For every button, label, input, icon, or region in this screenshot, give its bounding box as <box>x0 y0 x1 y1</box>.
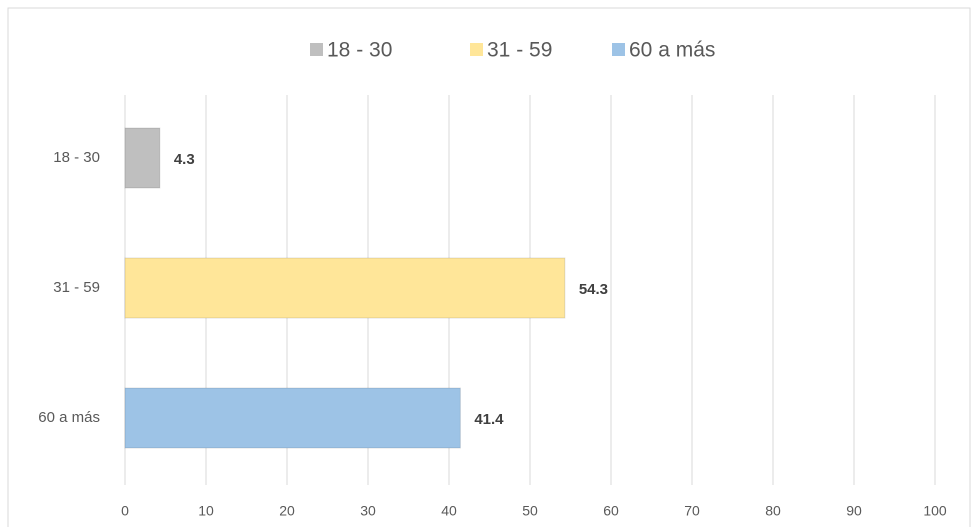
legend-swatch <box>310 43 323 56</box>
x-tick-label: 40 <box>441 503 457 519</box>
y-tick-label: 31 - 59 <box>53 279 100 296</box>
x-tick-label: 100 <box>923 503 947 519</box>
legend-swatch <box>612 43 625 56</box>
x-tick-label: 50 <box>522 503 538 519</box>
x-tick-label: 90 <box>846 503 862 519</box>
y-tick-label: 60 a más <box>38 409 100 426</box>
bar <box>124 387 461 449</box>
bar <box>124 127 161 189</box>
data-label: 4.3 <box>174 151 195 168</box>
x-tick-label: 70 <box>684 503 700 519</box>
x-tick-label: 60 <box>603 503 619 519</box>
x-tick-label: 0 <box>121 503 129 519</box>
y-tick-label: 18 - 30 <box>53 149 100 166</box>
legend-label: 60 a más <box>629 39 715 62</box>
x-tick-label: 80 <box>765 503 781 519</box>
x-tick-label: 30 <box>360 503 376 519</box>
x-tick-label: 20 <box>279 503 295 519</box>
data-label: 54.3 <box>579 281 608 298</box>
legend-label: 31 - 59 <box>487 39 552 62</box>
x-tick-label: 10 <box>198 503 214 519</box>
bar <box>124 257 566 319</box>
data-label: 41.4 <box>474 411 504 428</box>
legend-label: 18 - 30 <box>327 39 392 62</box>
legend-swatch <box>470 43 483 56</box>
